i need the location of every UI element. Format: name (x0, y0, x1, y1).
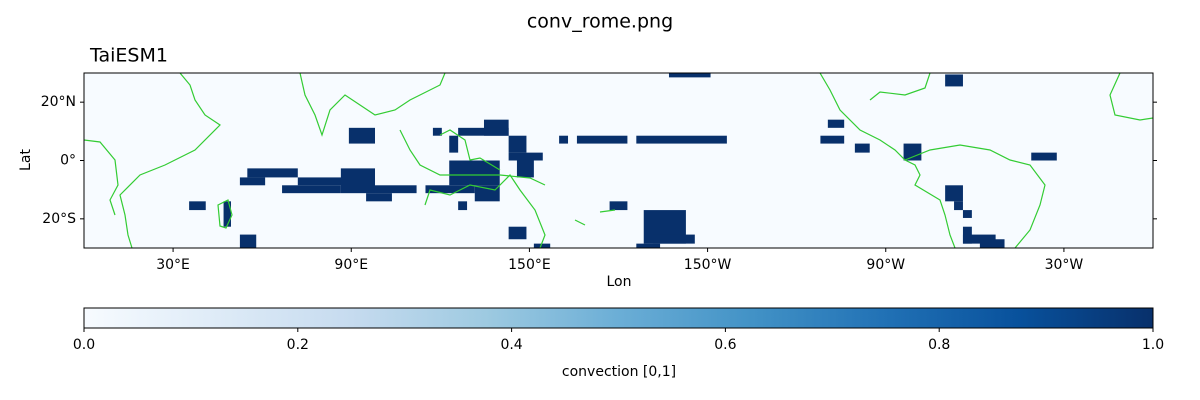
convection-cell (340, 168, 376, 194)
convection-cell (1031, 152, 1057, 161)
convection-cell (375, 185, 417, 194)
convection-cell (954, 201, 963, 211)
convection-cell (576, 135, 628, 144)
y-tick-label: 20°S (42, 211, 76, 227)
coastlines (84, 73, 1153, 248)
figure-title: conv_rome.png (527, 11, 673, 33)
convection-cell (508, 226, 527, 240)
convection-cell (458, 127, 509, 136)
convection-cell (449, 160, 500, 186)
convection-cell (247, 168, 298, 178)
convection-cell (282, 185, 341, 194)
convection-cell (636, 135, 727, 144)
convection-cell (239, 177, 266, 186)
convection-cell (854, 143, 870, 153)
convection-cell (903, 143, 922, 161)
x-tick-label: 30°E (156, 257, 190, 273)
convection-cell (820, 135, 845, 144)
convection-cell (652, 234, 695, 244)
colorbar-tick-label: 1.0 (1142, 337, 1164, 353)
convection-cell (668, 73, 711, 78)
convection-cell (945, 74, 963, 87)
y-tick-label: 20°N (41, 94, 76, 110)
convection-cell (609, 201, 628, 211)
convection-cell (516, 160, 534, 178)
convection-cell (189, 201, 206, 211)
convection-cell (432, 127, 442, 136)
y-tick-label: 0° (60, 153, 76, 169)
x-tick-label: 150°W (684, 257, 732, 273)
convection-cell (239, 234, 257, 248)
colorbar (83, 307, 1154, 329)
convection-cell (366, 193, 392, 202)
colorbar-tick-label: 0.2 (287, 337, 309, 353)
convection-cell (458, 201, 468, 211)
convection-cell (945, 185, 963, 202)
map-background (84, 73, 1153, 248)
convection-cell (962, 210, 972, 218)
x-axis-label: Lon (607, 274, 632, 290)
axes-title: TaiESM1 (89, 45, 168, 67)
y-axis-label: Lat (18, 149, 34, 171)
convection-cell (636, 243, 661, 248)
convection-cell (223, 201, 231, 227)
convection-cell (508, 135, 527, 153)
convection-cell (979, 239, 1005, 248)
convection-cell (425, 185, 475, 194)
colorbar-tick-label: 0.0 (73, 337, 95, 353)
convection-cell (508, 152, 543, 161)
colorbar-tick-label: 0.4 (500, 337, 522, 353)
convection-cell (297, 177, 376, 186)
convection-cell (559, 135, 569, 144)
colorbar-label: convection [0,1] (562, 364, 676, 380)
convection-cell (533, 243, 551, 248)
convection-cell (474, 185, 500, 202)
convection-cell (348, 127, 376, 144)
x-tick-label: 90°E (334, 257, 368, 273)
x-tick-label: 90°W (866, 257, 905, 273)
convection-cell (962, 234, 996, 244)
x-tick-label: 30°W (1045, 257, 1084, 273)
convection-cell (827, 119, 845, 128)
colorbar-tick-label: 0.6 (714, 337, 736, 353)
convection-cell (449, 135, 459, 153)
colorbar-tick-label: 0.8 (928, 337, 950, 353)
x-tick-label: 150°E (508, 257, 551, 273)
